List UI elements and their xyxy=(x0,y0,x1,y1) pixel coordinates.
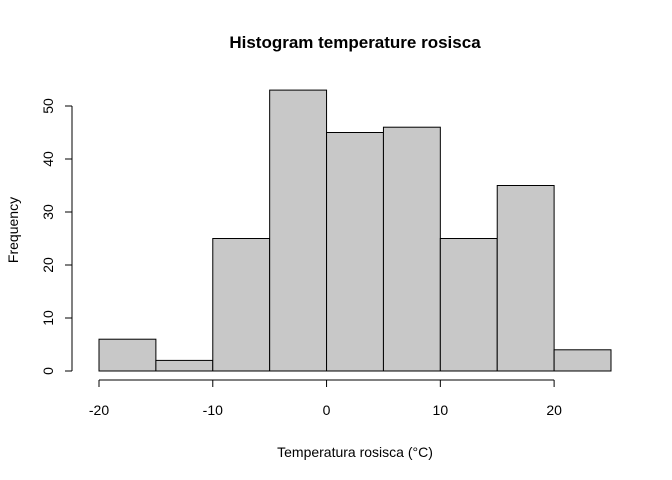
x-tick-label-3: 10 xyxy=(433,402,449,418)
x-axis-label: Temperatura rosisca (°C) xyxy=(277,444,433,460)
histogram-bar-5 xyxy=(382,126,441,372)
y-axis-label: Frequency xyxy=(5,197,21,263)
histogram-bar-1 xyxy=(155,359,214,372)
histogram-bar-8 xyxy=(553,349,612,372)
histogram-bar-0 xyxy=(98,338,157,372)
x-tick-label-4: 20 xyxy=(546,402,562,418)
histogram-bar-4 xyxy=(326,132,384,372)
histogram-bar-3 xyxy=(269,89,328,372)
x-tick-label-1: -10 xyxy=(203,402,223,418)
histogram-bar-6 xyxy=(439,238,498,372)
x-axis: -20 -10 0 10 20 xyxy=(89,379,562,418)
histogram-bar-2 xyxy=(212,238,271,372)
y-tick-label-4: 40 xyxy=(40,151,56,167)
y-tick-label-1: 10 xyxy=(40,310,56,326)
y-tick-label-2: 20 xyxy=(40,257,56,273)
x-tick-label-2: 0 xyxy=(323,402,331,418)
y-tick-label-5: 50 xyxy=(40,98,56,114)
histogram-bar-7 xyxy=(496,185,555,372)
x-tick-label-0: -20 xyxy=(89,402,109,418)
chart-title: Histogram temperature rosisca xyxy=(229,33,481,52)
bars-group xyxy=(98,89,612,372)
y-tick-label-0: 0 xyxy=(40,367,56,375)
y-tick-label-3: 30 xyxy=(40,204,56,220)
y-axis: 0 10 20 30 40 50 xyxy=(40,98,73,375)
